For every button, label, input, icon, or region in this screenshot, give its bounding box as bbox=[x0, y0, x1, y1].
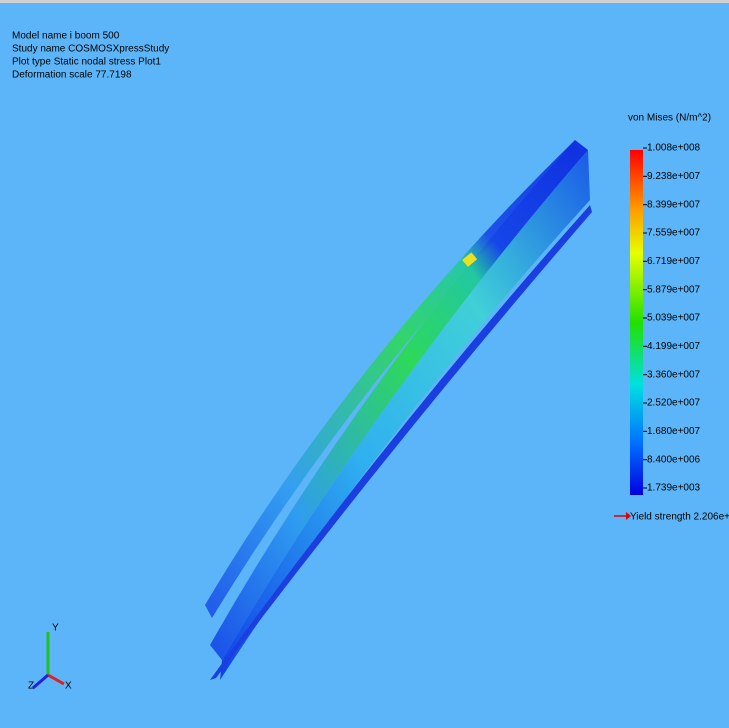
legend-label: 1.008e+008 bbox=[647, 143, 701, 154]
legend-label: 4.199e+007 bbox=[647, 341, 701, 352]
yield-strength: Yield strength 2.206e+008 bbox=[630, 512, 729, 523]
legend-label: 8.399e+007 bbox=[647, 199, 701, 210]
legend-label: 5.879e+007 bbox=[647, 284, 701, 295]
top-border bbox=[0, 0, 729, 3]
legend-label: 2.520e+007 bbox=[647, 398, 701, 409]
background bbox=[0, 0, 729, 728]
triad-x-label: X bbox=[65, 681, 72, 692]
legend-label: 3.360e+007 bbox=[647, 369, 701, 380]
legend-label: 1.739e+003 bbox=[647, 483, 701, 494]
triad-z-label: Z bbox=[28, 681, 34, 692]
legend-title: von Mises (N/m^2) bbox=[628, 113, 711, 124]
legend-label: 7.559e+007 bbox=[647, 228, 701, 239]
info-line: Plot type Static nodal stress Plot1 bbox=[12, 57, 161, 68]
info-line: Study name COSMOSXpressStudy bbox=[12, 44, 169, 55]
legend-label: 5.039e+007 bbox=[647, 313, 701, 324]
triad-y-label: Y bbox=[52, 623, 59, 634]
legend-label: 1.680e+007 bbox=[647, 426, 701, 437]
legend-label: 9.238e+007 bbox=[647, 171, 701, 182]
legend-label: 6.719e+007 bbox=[647, 256, 701, 267]
color-bar bbox=[630, 150, 643, 495]
legend-label: 8.400e+006 bbox=[647, 454, 701, 465]
info-line: Model name i boom 500 bbox=[12, 31, 120, 42]
info-line: Deformation scale 77.7198 bbox=[12, 70, 132, 81]
page: Model name i boom 500 Study name COSMOSXp… bbox=[0, 0, 729, 728]
viewport: Model name i boom 500 Study name COSMOSXp… bbox=[0, 0, 729, 728]
